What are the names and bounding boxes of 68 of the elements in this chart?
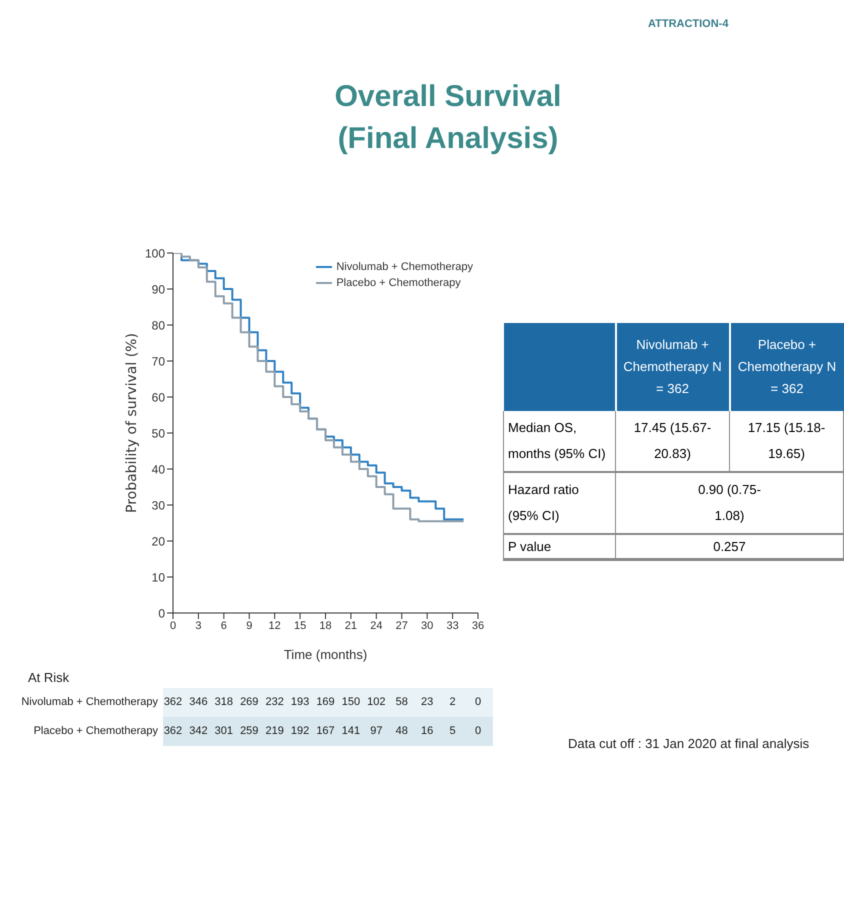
y-tick-label: 10 xyxy=(152,570,166,584)
y-tick-label: 30 xyxy=(152,498,166,512)
y-tick-label: 0 xyxy=(158,606,166,620)
text: 342 xyxy=(188,725,209,737)
x-tick-label: 27 xyxy=(396,620,408,632)
text: 259 xyxy=(239,725,260,737)
x-tick-label: 3 xyxy=(195,620,202,632)
text: 16 xyxy=(420,725,434,737)
text: 318 xyxy=(214,696,234,708)
text: 17.15 (15.18-19.65) xyxy=(730,411,844,472)
y-axis-title: Probability of survival (%) xyxy=(124,333,140,513)
text: 301 xyxy=(214,725,234,737)
y-tick-label: 80 xyxy=(152,318,166,332)
text: ATTRACTION-4 xyxy=(648,18,728,30)
y-tick-label: 50 xyxy=(152,426,166,440)
x-tick-label: 0 xyxy=(170,620,176,632)
x-axis-title: Time (months) xyxy=(284,647,368,662)
text: 269 xyxy=(239,696,260,708)
table-header-fill: Nivolumab + Chemotherapy N = 362 Placebo + Chemotherapy N = 362 xyxy=(504,323,844,411)
text: 193 xyxy=(290,696,310,708)
x-tick-label: 12 xyxy=(268,620,281,632)
x-tick-label: 21 xyxy=(344,620,358,632)
legend-label: Nivolumab + Chemotherapy xyxy=(336,261,473,273)
text: 141 xyxy=(340,725,362,737)
text: Median OS, months (95% CI) xyxy=(504,411,616,472)
text: 219 xyxy=(264,725,285,737)
text: At Risk xyxy=(28,670,70,685)
text: P value xyxy=(504,534,616,560)
text: 17.45 (15.67-20.83) xyxy=(616,411,730,472)
text: 346 xyxy=(188,696,209,708)
y-tick-label: 40 xyxy=(152,462,166,476)
text: 2 xyxy=(448,696,457,708)
text: 0 xyxy=(474,725,482,737)
text: 0 xyxy=(474,696,482,708)
y-tick-label: 20 xyxy=(152,534,166,548)
legend-label: Placebo + Chemotherapy xyxy=(336,277,461,289)
x-tick-label: 24 xyxy=(370,620,382,632)
text: 0.257 xyxy=(616,534,844,560)
text: 58 xyxy=(394,696,409,708)
chart-title: Overall Survival (Final Analysis) xyxy=(334,79,562,157)
text: Nivolumab + Chemotherapy xyxy=(20,696,158,708)
text: Placebo + Chemotherapy xyxy=(32,725,158,737)
x-tick-label: 15 xyxy=(294,620,306,632)
y-tick-label: 70 xyxy=(152,354,166,368)
text: 5 xyxy=(448,725,457,737)
text: 48 xyxy=(394,725,409,737)
text: 102 xyxy=(366,696,386,708)
x-tick-label: 18 xyxy=(319,620,332,632)
x-tick-label: 9 xyxy=(246,620,252,632)
text: 150 xyxy=(340,696,362,708)
y-tick-label: 60 xyxy=(152,390,166,404)
text: 192 xyxy=(290,725,310,737)
text: 0.90 (0.75-1.08) xyxy=(616,472,844,534)
text: Data cut off : 31 Jan 2020 at final analysis xyxy=(568,736,810,751)
text: 169 xyxy=(315,696,336,708)
y-tick-label: 90 xyxy=(152,282,166,296)
text: 167 xyxy=(315,725,336,737)
text: 362 xyxy=(162,696,184,708)
text: 23 xyxy=(420,696,434,708)
y-tick-label: 100 xyxy=(144,246,166,260)
x-tick-label: 30 xyxy=(421,620,434,632)
x-tick-label: 33 xyxy=(446,620,459,632)
x-tick-label: 36 xyxy=(472,620,484,632)
text: Hazard ratio (95% CI) xyxy=(504,472,616,534)
x-tick-label: 6 xyxy=(220,620,227,632)
text: 232 xyxy=(264,696,285,708)
text: 97 xyxy=(369,725,384,737)
text: 362 xyxy=(162,725,184,737)
